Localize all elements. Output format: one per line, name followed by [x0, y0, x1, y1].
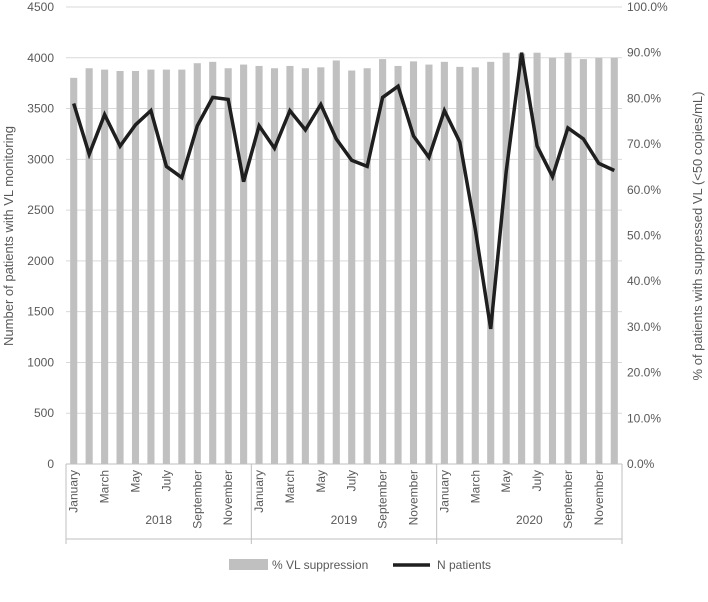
x-tick-label: May — [129, 470, 143, 493]
right-axis-ticks: 0.0% 10.0% 20.0% 30.0% 40.0% 50.0% 60.0% 70.0% 8… — [627, 0, 668, 471]
bar — [610, 57, 618, 465]
x-tick-label: May — [499, 470, 513, 493]
bar — [131, 70, 140, 464]
x-tick-label: January — [67, 470, 81, 513]
y2-tick-label: 10.0% — [627, 411, 661, 425]
gridlines — [66, 6, 622, 414]
bar — [301, 68, 309, 464]
y-tick-label: 3000 — [27, 152, 54, 166]
line-path — [72, 52, 616, 330]
x-tick-label: January — [252, 470, 266, 513]
y2-tick-label: 90.0% — [627, 46, 661, 60]
bar — [116, 70, 124, 464]
bar — [348, 70, 356, 464]
y-tick-label: 1000 — [27, 355, 54, 369]
line-series — [72, 52, 616, 330]
y-tick-label: 2000 — [27, 254, 54, 268]
legend-swatch-bars — [229, 559, 268, 570]
bar — [209, 61, 217, 465]
bar — [70, 77, 78, 465]
year-group-label: 2020 — [516, 513, 543, 527]
y-tick-label: 2500 — [27, 203, 54, 217]
bar — [379, 59, 387, 465]
bar — [579, 59, 587, 465]
left-axis-ticks: 0 500 1000 1500 2000 2500 3000 3500 4000 4500 — [27, 0, 54, 471]
y2-tick-label: 70.0% — [627, 137, 661, 151]
x-tick-label: November — [221, 470, 235, 525]
bar — [518, 53, 526, 464]
bar — [502, 52, 510, 464]
bar — [564, 52, 572, 464]
y2-tick-label: 30.0% — [627, 320, 661, 334]
bar — [255, 65, 263, 464]
y2-tick-label: 80.0% — [627, 91, 661, 105]
bar — [270, 68, 279, 464]
bar — [147, 69, 155, 464]
x-tick-label: May — [314, 470, 328, 493]
bar — [224, 68, 232, 464]
x-tick-label: March — [283, 470, 297, 503]
x-tick-label: July — [530, 470, 544, 491]
x-tick-label: September — [376, 470, 390, 529]
x-tick-label: November — [407, 470, 421, 525]
bar — [317, 67, 325, 464]
y-tick-label: 500 — [34, 406, 54, 420]
x-tick-label: November — [592, 470, 606, 525]
bar — [425, 64, 433, 464]
y-tick-label: 4000 — [27, 51, 54, 65]
bar — [471, 67, 479, 464]
bar — [240, 64, 248, 464]
y2-tick-label: 40.0% — [627, 274, 661, 288]
bar — [487, 61, 495, 465]
y-axis-title: Number of patients with VL monitoring — [1, 126, 16, 346]
x-tick-label: September — [190, 470, 204, 529]
bar — [332, 60, 340, 465]
bar — [409, 61, 418, 465]
bar — [456, 66, 464, 464]
bar — [595, 57, 603, 465]
y2-tick-label: 50.0% — [627, 229, 661, 243]
legend-label-bars: % VL suppression — [272, 558, 368, 572]
bar — [286, 65, 294, 464]
year-groups: 2018 2019 2020 — [145, 513, 543, 527]
y2-tick-label: 0.0% — [627, 457, 655, 471]
y2-axis-title: % of patients with suppressed VL (<50 co… — [690, 92, 705, 381]
legend: % VL suppression N patients — [229, 558, 491, 572]
y-tick-label: 3500 — [27, 102, 54, 116]
y2-tick-label: 100.0% — [627, 0, 668, 14]
y-tick-label: 0 — [47, 457, 54, 471]
x-tick-label: July — [159, 470, 173, 491]
bar — [101, 69, 109, 464]
x-tick-label: July — [345, 470, 359, 491]
bar — [162, 69, 170, 464]
x-tick-label: September — [561, 470, 575, 529]
x-tick-label: March — [98, 470, 112, 503]
year-group-label: 2018 — [145, 513, 172, 527]
y2-tick-label: 20.0% — [627, 366, 661, 380]
bar — [85, 68, 93, 464]
bar — [193, 63, 201, 464]
bar — [394, 65, 402, 464]
x-tick-label: March — [468, 470, 482, 503]
bar — [363, 68, 371, 464]
y2-tick-label: 60.0% — [627, 183, 661, 197]
y-tick-label: 1500 — [27, 305, 54, 319]
x-axis-ticks: January March May July September November Janu… — [67, 470, 606, 529]
bar-series — [70, 52, 618, 465]
bar — [440, 61, 448, 465]
bar — [178, 69, 186, 464]
x-tick-label: January — [437, 470, 451, 513]
axes — [65, 463, 623, 544]
y-tick-label: 4500 — [27, 0, 54, 14]
legend-label-line: N patients — [437, 558, 491, 572]
bar — [548, 57, 557, 465]
year-group-label: 2019 — [331, 513, 358, 527]
bar — [533, 52, 541, 464]
